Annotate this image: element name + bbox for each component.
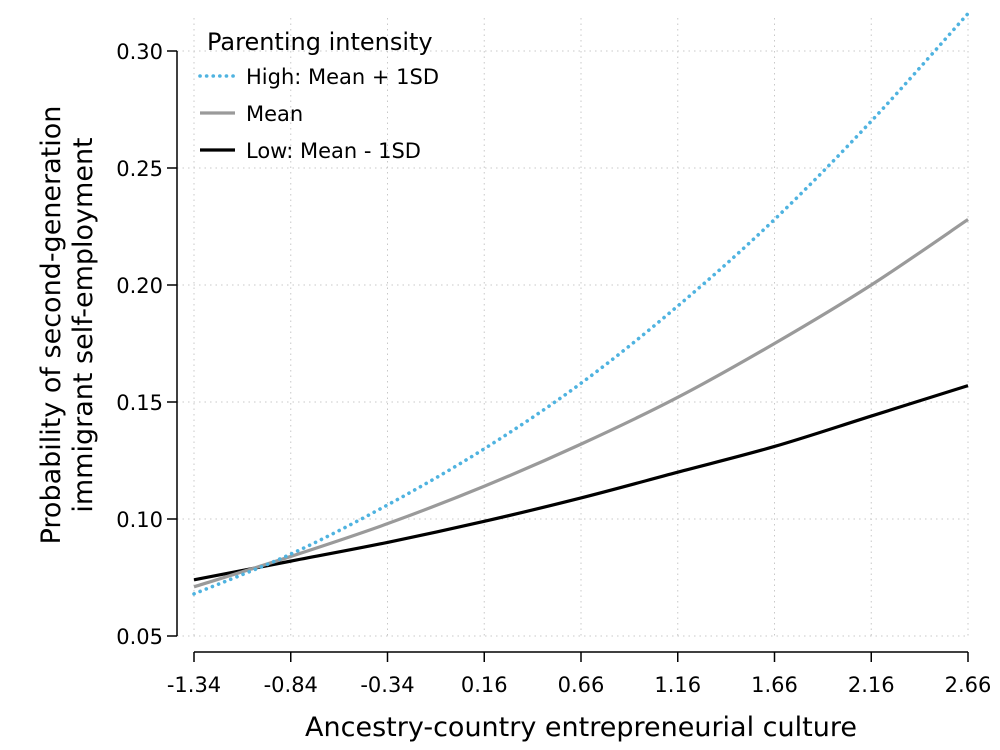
legend-label-high: High: Mean + 1SD bbox=[246, 65, 439, 89]
x-tick-label: 2.16 bbox=[848, 673, 895, 697]
y-tick-label: 0.25 bbox=[116, 157, 163, 181]
x-tick-label: -0.84 bbox=[264, 673, 318, 697]
x-tick-label: -0.34 bbox=[360, 673, 414, 697]
x-tick-label: 1.16 bbox=[654, 673, 701, 697]
series-lines bbox=[192, 11, 970, 596]
legend-label-low: Low: Mean - 1SD bbox=[246, 139, 421, 163]
x-axis-title: Ancestry-country entrepreneurial culture bbox=[305, 712, 857, 743]
series-line-high bbox=[192, 11, 970, 596]
series-line-low bbox=[193, 384, 969, 582]
y-tick-label: 0.30 bbox=[116, 40, 163, 64]
legend: Parenting intensity High: Mean + 1SD Mean… bbox=[198, 28, 439, 163]
x-tick-label: 0.16 bbox=[461, 673, 508, 697]
y-axis-title-line-2: immigrant self-employment bbox=[68, 137, 99, 512]
x-tick-label: 2.66 bbox=[945, 673, 992, 697]
x-tick-label: 0.66 bbox=[558, 673, 605, 697]
x-tick-label: 1.66 bbox=[751, 673, 798, 697]
x-tick-label: -1.34 bbox=[167, 673, 221, 697]
y-tick-label: 0.15 bbox=[116, 391, 163, 415]
y-ticks: 0.05 0.10 0.15 0.20 0.25 0.30 bbox=[116, 40, 177, 649]
y-tick-label: 0.10 bbox=[116, 508, 163, 532]
legend-label-mean: Mean bbox=[246, 102, 303, 126]
y-tick-label: 0.20 bbox=[116, 274, 163, 298]
y-axis-title-line-1: Probability of second-generation bbox=[36, 106, 67, 545]
x-ticks: -1.34 -0.84 -0.34 0.16 0.66 1.16 1.66 2.16 2.66 bbox=[167, 652, 992, 697]
grid bbox=[177, 18, 969, 637]
series-line-mean bbox=[193, 218, 969, 589]
legend-title: Parenting intensity bbox=[207, 28, 433, 56]
y-tick-label: 0.05 bbox=[116, 625, 163, 649]
